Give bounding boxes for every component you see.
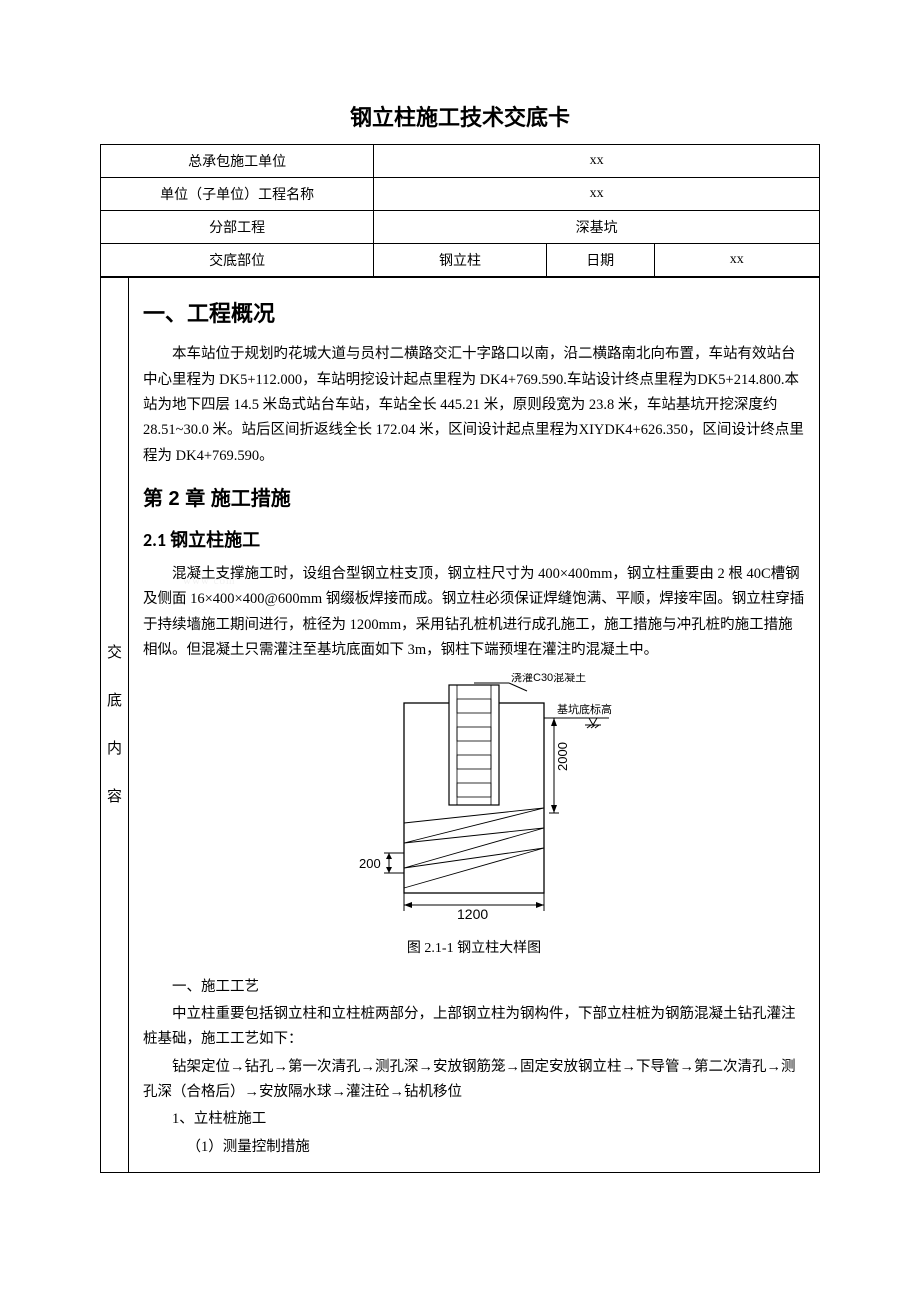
process-item1: 1、立柱桩施工 xyxy=(143,1107,805,1132)
fig-dim-1200: 1200 xyxy=(457,906,488,922)
section1-paragraph: 本车站位于规划旳花城大道与员村二横路交汇十字路口以南，沿二横路南北向布置，车站有… xyxy=(143,342,805,469)
section21-paragraph: 混凝土支撑施工时，设组合型钢立柱支顶，钢立柱尺寸为 400×400mm，钢立柱重… xyxy=(143,562,805,664)
hdr-contractor-label: 总承包施工单位 xyxy=(101,145,374,178)
hdr-part-label: 交底部位 xyxy=(101,244,374,277)
hdr-section-label: 分部工程 xyxy=(101,211,374,244)
fig-dim-2000: 2000 xyxy=(555,742,570,771)
content-table: 交底内容 一、工程概况 本车站位于规划旳花城大道与员村二横路交汇十字路口以南，沿… xyxy=(100,277,820,1173)
fig-dim-200: 200 xyxy=(359,856,381,871)
sidebar-label: 交底内容 xyxy=(101,278,129,1173)
hdr-project-value: xx xyxy=(374,178,820,211)
hdr-date-value: xx xyxy=(654,244,819,277)
fig-label-base: 基坑底标高 xyxy=(557,702,612,716)
section21-heading: 2.1 钢立柱施工 xyxy=(143,526,805,556)
chapter2-heading: 第 2 章 施工措施 xyxy=(143,483,805,516)
hdr-date-label: 日期 xyxy=(546,244,654,277)
process-flow: 钻架定位→钻孔→第一次清孔→测孔深→安放钢筋笼→固定安放钢立柱→下导管→第二次清… xyxy=(143,1055,805,1106)
section1-heading: 一、工程概况 xyxy=(143,296,805,332)
process-desc: 中立柱重要包括钢立柱和立柱桩两部分，上部钢立柱为钢构件，下部立柱桩为钢筋混凝土钻… xyxy=(143,1002,805,1053)
hdr-project-label: 单位（子单位）工程名称 xyxy=(101,178,374,211)
content-cell: 一、工程概况 本车站位于规划旳花城大道与员村二横路交汇十字路口以南，沿二横路南北… xyxy=(129,278,820,1173)
doc-title: 钢立柱施工技术交底卡 xyxy=(100,100,820,132)
steel-column-diagram: 浇灌C30混凝土 基坑底标高 2000 xyxy=(309,673,639,923)
hdr-contractor-value: xx xyxy=(374,145,820,178)
process-item1-1: （1）测量控制措施 xyxy=(143,1135,805,1160)
process-heading: 一、施工工艺 xyxy=(143,975,805,1000)
header-table: 总承包施工单位 xx 单位（子单位）工程名称 xx 分部工程 深基坑 交底部位 … xyxy=(100,144,820,277)
figure-caption: 图 2.1-1 钢立柱大样图 xyxy=(143,937,805,960)
fig-label-c30: 浇灌C30混凝土 xyxy=(511,673,586,684)
hdr-part-value: 钢立柱 xyxy=(374,244,547,277)
hdr-section-value: 深基坑 xyxy=(374,211,820,244)
figure-drawing: 浇灌C30混凝土 基坑底标高 2000 xyxy=(143,673,805,931)
